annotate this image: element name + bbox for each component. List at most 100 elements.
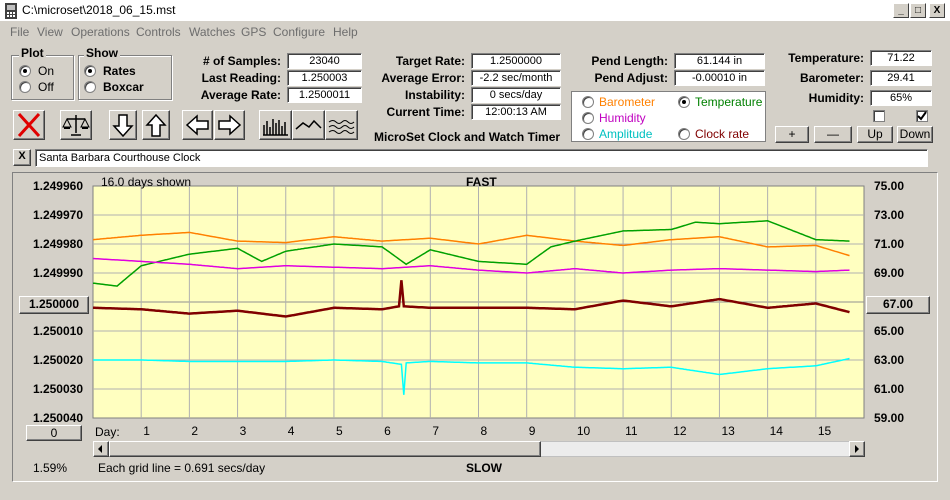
target-rate-field[interactable]: 1.2500000	[471, 53, 561, 69]
show-rates-label: Rates	[103, 64, 136, 78]
up-button[interactable]: Up	[857, 126, 893, 143]
chart-frame	[12, 172, 938, 482]
close-button[interactable]: X	[929, 3, 945, 18]
right-arrow-button[interactable]	[214, 110, 245, 140]
show-group-title: Show	[84, 46, 120, 60]
scroll-right-button[interactable]	[849, 441, 865, 457]
x-icon	[17, 112, 41, 138]
plus-button[interactable]: +	[775, 126, 809, 143]
instability-field: 0 secs/day	[471, 87, 561, 103]
left-tick-label: 1.250020	[33, 353, 83, 367]
menu-configure[interactable]: Configure	[273, 25, 326, 39]
down-arrow-button[interactable]	[109, 110, 137, 140]
stop-button[interactable]	[13, 110, 45, 140]
menu-help[interactable]: Help	[333, 25, 358, 39]
bar-graph-button[interactable]	[259, 110, 292, 140]
up-arrow-button[interactable]	[142, 110, 170, 140]
maximize-button[interactable]: □	[910, 3, 926, 18]
day-tick-label: 5	[336, 424, 343, 438]
left-tick-label: 1.250040	[33, 411, 83, 425]
menu-controls[interactable]: Controls	[136, 25, 181, 39]
menu-operations[interactable]: Operations	[71, 25, 130, 39]
scroll-left-icon	[98, 445, 102, 453]
sensor-select-box	[571, 91, 766, 142]
line-graph-button[interactable]	[292, 110, 325, 140]
right-tick-label: 63.00	[874, 353, 904, 367]
series-clock-rate	[93, 280, 850, 318]
scroll-thumb[interactable]	[109, 441, 541, 457]
right-tick-label: 73.00	[874, 208, 904, 222]
minimize-button[interactable]: _	[893, 3, 909, 18]
day-tick-label: 2	[191, 424, 198, 438]
menu-gps[interactable]: GPS	[241, 25, 267, 39]
target-rate-label: Target Rate:	[395, 54, 465, 68]
barometer-option-label: Barometer	[599, 95, 656, 109]
current-time-field: 12:00:13 AM	[471, 104, 561, 120]
day-tick-label: 12	[673, 424, 687, 438]
bottom-left-button[interactable]: 0	[26, 425, 82, 441]
clock-rate-radio[interactable]	[678, 128, 690, 140]
day-tick-label: 1	[143, 424, 150, 438]
wave-graph-button[interactable]	[325, 110, 358, 140]
day-tick-label: 9	[529, 424, 536, 438]
window-title: C:\microset\2018_06_15.mst	[22, 3, 176, 17]
left-tick-label: 1.250010	[33, 324, 83, 338]
series-temperature	[92, 220, 850, 287]
title-bar: C:\microset\2018_06_15.mst _ □ X	[0, 0, 950, 22]
balance-icon	[62, 115, 90, 136]
checkbox-left[interactable]	[873, 110, 885, 122]
amplitude-radio[interactable]	[582, 128, 594, 140]
fast-label: FAST	[466, 175, 497, 189]
down-button[interactable]: Down	[897, 126, 933, 143]
day-tick-label: 13	[721, 424, 735, 438]
temperature-field: 71.22	[870, 50, 932, 66]
chart: 1.249960 75.00 1.249970 73.00 1.249980 71.00 1…	[33, 179, 904, 438]
day-tick-label: 3	[240, 424, 247, 438]
temperature-radio[interactable]	[678, 96, 690, 108]
pend-adjust-field[interactable]: -0.00010 in	[674, 70, 765, 86]
days-shown-label: 16.0 days shown	[101, 175, 192, 189]
down-arrow-icon	[112, 114, 134, 138]
menu-watches[interactable]: Watches	[189, 25, 236, 39]
plot-off-radio[interactable]	[19, 81, 31, 93]
balance-button[interactable]	[60, 110, 92, 140]
temperature-option-label: Temperature	[695, 95, 763, 109]
day-tick-label: 8	[481, 424, 488, 438]
app-caption: MicroSet Clock and Watch Timer	[374, 130, 561, 144]
scroll-right-icon	[855, 445, 859, 453]
day-tick-label: 11	[625, 424, 638, 438]
day-tick-label: 7	[432, 424, 439, 438]
barometer-radio[interactable]	[582, 96, 594, 108]
show-rates-radio[interactable]	[84, 65, 96, 77]
show-group	[78, 55, 172, 100]
right-tick-label: 75.00	[874, 179, 904, 193]
left-arrow-button[interactable]	[182, 110, 213, 140]
samples-field: 23040	[287, 53, 362, 69]
right-arrow-icon	[218, 114, 242, 136]
line-graph-icon	[295, 119, 322, 130]
description-close-button[interactable]: X	[13, 149, 31, 166]
temperature-label: Temperature:	[788, 51, 864, 65]
day-tick-label: 14	[770, 424, 784, 438]
series-amplitude	[93, 357, 850, 395]
humidity-label: Humidity:	[808, 91, 864, 105]
pend-adjust-label: Pend Adjust:	[594, 71, 668, 85]
show-boxcar-radio[interactable]	[84, 81, 96, 93]
series-humidity	[92, 257, 850, 274]
left-center-button[interactable]: 1.250000	[19, 296, 89, 314]
checkbox-right[interactable]	[916, 110, 928, 122]
right-center-button[interactable]: 67.00	[866, 296, 930, 314]
scroll-left-button[interactable]	[93, 441, 109, 457]
plot-on-radio[interactable]	[19, 65, 31, 77]
instability-label: Instability:	[404, 88, 465, 102]
menu-file[interactable]: File	[10, 25, 30, 39]
humidity-radio[interactable]	[582, 112, 594, 124]
menu-bar: File View Operations Controls Watches GP…	[0, 22, 950, 42]
pend-length-field[interactable]: 61.144 in	[674, 53, 765, 69]
description-field[interactable]: Santa Barbara Courthouse Clock	[35, 149, 928, 167]
left-tick-label: 1.249980	[33, 237, 83, 251]
clock-rate-option-label: Clock rate	[695, 127, 750, 141]
minus-button[interactable]: —	[814, 126, 852, 143]
average-rate-label: Average Rate:	[200, 88, 281, 102]
menu-view[interactable]: View	[37, 25, 63, 39]
